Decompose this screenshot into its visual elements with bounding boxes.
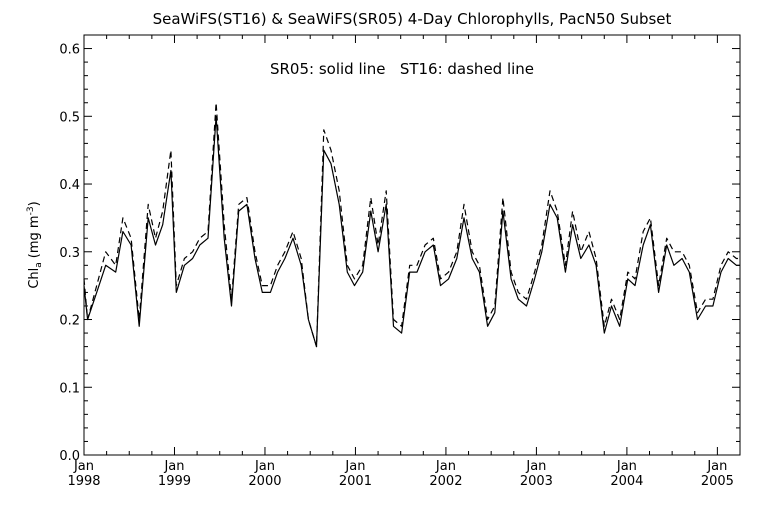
x-tick-label-year: 2000	[248, 474, 281, 489]
x-tick-label-year: 2003	[520, 474, 553, 489]
x-tick-label-year: 1999	[158, 474, 191, 489]
series-annotation: SR05: solid line ST16: dashed line	[270, 60, 534, 78]
x-tick-label-year: 2001	[339, 474, 372, 489]
y-axis-label-exponent: -3	[26, 206, 36, 215]
x-axis: Jan1998Jan1999Jan2000Jan2001Jan2002Jan20…	[67, 35, 741, 489]
series-line-st16	[83, 102, 740, 348]
y-tick-label: 0.3	[59, 246, 80, 261]
y-tick-label: 0.2	[59, 314, 80, 329]
y-axis-label-main: Chl	[27, 268, 42, 289]
x-tick-label-year: 2005	[701, 474, 734, 489]
plot-frame	[83, 34, 741, 456]
y-tick-label: 0.5	[59, 110, 80, 125]
x-tick-label-month: Jan	[344, 459, 365, 474]
x-tick-label-year: 2004	[610, 474, 643, 489]
y-axis-label: Chla (mg m-3)	[26, 201, 44, 288]
series-line-sr05	[83, 115, 740, 348]
chart-title: SeaWiFS(ST16) & SeaWiFS(SR05) 4-Day Chlo…	[153, 10, 672, 28]
x-tick-label-month: Jan	[435, 459, 456, 474]
y-tick-label: 0.4	[59, 178, 80, 193]
y-axis: 0.0 0.1 0.2 0.3 0.4 0.5 0.6	[59, 43, 740, 464]
y-tick-label: 0.0	[59, 449, 80, 464]
y-axis-label-units: (mg m	[27, 215, 42, 258]
x-tick-label-month: Jan	[616, 459, 637, 474]
y-tick-label: 0.1	[59, 381, 80, 396]
y-tick-label: 0.6	[59, 43, 80, 58]
x-tick-label-month: Jan	[254, 459, 275, 474]
y-axis-label-subscript: a	[34, 262, 44, 268]
x-tick-label-year: 2002	[429, 474, 462, 489]
x-tick-label-month: Jan	[706, 459, 727, 474]
x-tick-label-year: 1998	[67, 474, 100, 489]
x-tick-label-month: Jan	[525, 459, 546, 474]
y-axis-label-close: )	[27, 201, 42, 206]
series-layer	[83, 102, 740, 348]
x-tick-label-month: Jan	[73, 459, 94, 474]
x-tick-label-month: Jan	[163, 459, 184, 474]
